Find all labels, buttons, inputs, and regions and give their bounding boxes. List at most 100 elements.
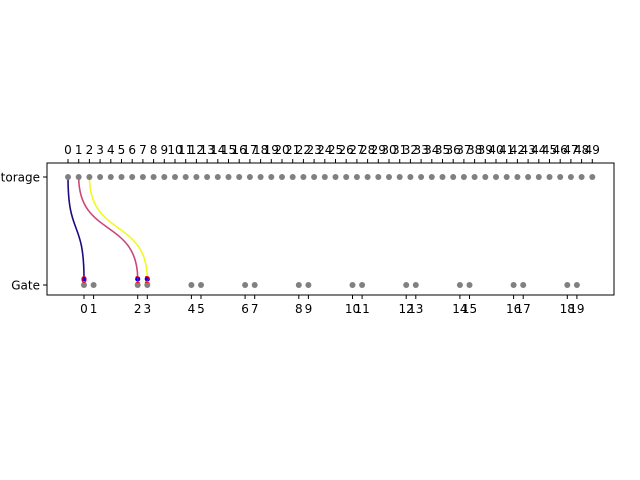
storage-slot-dot bbox=[460, 174, 467, 180]
storage-slot-dot bbox=[428, 174, 435, 180]
top-tick-label: 45 bbox=[542, 143, 557, 157]
storage-slot-dot bbox=[567, 174, 574, 180]
top-tick-label: 11 bbox=[178, 143, 193, 157]
gate-slot-dot bbox=[295, 282, 302, 288]
gate-slot-dot bbox=[520, 282, 527, 288]
gate-slot-dot bbox=[305, 282, 312, 288]
bottom-tick-label: 12 bbox=[399, 302, 414, 316]
transfer-marker bbox=[144, 276, 150, 282]
top-tick-label: 42 bbox=[510, 143, 525, 157]
gate-slot-dot bbox=[510, 282, 517, 288]
row-label-storage: Storage bbox=[0, 171, 40, 185]
storage-slot-dot bbox=[300, 174, 307, 180]
top-tick-label: 14 bbox=[210, 143, 225, 157]
storage-slot-dot bbox=[246, 174, 253, 180]
storage-slot-dot bbox=[546, 174, 553, 180]
gate-slot-dot bbox=[81, 282, 87, 288]
top-tick-label: 5 bbox=[118, 143, 126, 157]
top-tick-label: 41 bbox=[499, 143, 514, 157]
top-tick-label: 46 bbox=[553, 143, 568, 157]
storage-slot-dot bbox=[214, 174, 221, 180]
top-tick-label: 18 bbox=[253, 143, 268, 157]
top-tick-label: 1 bbox=[75, 143, 83, 157]
row-label-gate: Gate bbox=[11, 279, 40, 293]
gate-slot-dot bbox=[466, 282, 473, 288]
storage-slot-dot bbox=[396, 174, 403, 180]
bottom-tick-label: 14 bbox=[452, 302, 467, 316]
bottom-tick-label: 1 bbox=[90, 302, 98, 316]
storage-slot-dot bbox=[525, 174, 532, 180]
storage-slot-dot bbox=[418, 174, 425, 180]
storage-slot-dots bbox=[65, 174, 596, 180]
top-tick-label: 23 bbox=[306, 143, 321, 157]
bottom-tick-label: 4 bbox=[188, 302, 196, 316]
top-tick-label: 40 bbox=[488, 143, 503, 157]
top-tick-label: 33 bbox=[413, 143, 428, 157]
bottom-tick-label: 19 bbox=[569, 302, 584, 316]
storage-slot-dot bbox=[129, 174, 136, 180]
top-tick-label: 20 bbox=[274, 143, 289, 157]
transfer-marker bbox=[135, 276, 141, 282]
gate-slot-dot bbox=[188, 282, 195, 288]
top-tick-label: 24 bbox=[317, 143, 332, 157]
top-tick-label: 4 bbox=[107, 143, 115, 157]
storage-slot-dot bbox=[321, 174, 328, 180]
gate-slot-dot bbox=[456, 282, 463, 288]
storage-slot-dot bbox=[107, 174, 114, 180]
storage-slot-dot bbox=[139, 174, 146, 180]
top-tick-label: 17 bbox=[242, 143, 257, 157]
storage-slot-dot bbox=[589, 174, 596, 180]
top-tick-label: 25 bbox=[328, 143, 343, 157]
transfer-curve bbox=[67, 176, 85, 280]
storage-slot-dot bbox=[535, 174, 542, 180]
storage-slot-dot bbox=[161, 174, 168, 180]
storage-slot-dot bbox=[332, 174, 339, 180]
plot-frame bbox=[46, 162, 615, 296]
storage-slot-dot bbox=[279, 174, 285, 180]
gate-slot-dot bbox=[144, 282, 151, 288]
storage-slot-dot bbox=[375, 174, 382, 180]
top-tick-label: 34 bbox=[424, 143, 439, 157]
gate-slot-dot bbox=[242, 282, 249, 288]
storage-slot-dot bbox=[450, 174, 457, 180]
storage-slot-dot bbox=[236, 174, 243, 180]
bottom-tick-label: 2 bbox=[134, 302, 142, 316]
top-tick-label: 9 bbox=[160, 143, 168, 157]
top-tick-label: 7 bbox=[139, 143, 147, 157]
bottom-tick-label: 9 bbox=[305, 302, 313, 316]
storage-slot-dot bbox=[289, 174, 296, 180]
top-tick-label: 3 bbox=[96, 143, 104, 157]
storage-slot-dot bbox=[364, 174, 371, 180]
top-tick-label: 38 bbox=[467, 143, 482, 157]
storage-slot-dot bbox=[97, 174, 104, 180]
top-tick-label: 19 bbox=[264, 143, 279, 157]
top-tick-label: 29 bbox=[371, 143, 386, 157]
storage-slot-dot bbox=[86, 174, 93, 180]
storage-slot-dot bbox=[75, 174, 82, 180]
top-tick-label: 48 bbox=[574, 143, 589, 157]
bottom-tick-label: 7 bbox=[251, 302, 259, 316]
top-tick-label: 47 bbox=[563, 143, 578, 157]
transfer-curve bbox=[77, 176, 139, 280]
top-axis-ticks: 0 1 2 3 4 5 6 7 8 9 101112131415161718192021222324… bbox=[64, 143, 600, 163]
top-tick-label: 16 bbox=[232, 143, 247, 157]
storage-slot-dot bbox=[557, 174, 564, 180]
bottom-tick-label: 10 bbox=[345, 302, 360, 316]
top-tick-label: 28 bbox=[360, 143, 375, 157]
top-tick-label: 27 bbox=[349, 143, 364, 157]
top-tick-label: 31 bbox=[392, 143, 407, 157]
top-tick-label: 2 bbox=[86, 143, 94, 157]
storage-slot-dot bbox=[182, 174, 189, 180]
transfer-marker-label: 2 bbox=[144, 275, 150, 286]
storage-slot-dot bbox=[471, 174, 478, 180]
top-tick-label: 10 bbox=[167, 143, 182, 157]
storage-slot-dot bbox=[482, 174, 489, 180]
bottom-tick-label: 0 bbox=[80, 302, 88, 316]
storage-slot-dot bbox=[311, 174, 318, 180]
bottom-tick-label: 3 bbox=[143, 302, 151, 316]
gate-slot-dots bbox=[81, 282, 580, 288]
